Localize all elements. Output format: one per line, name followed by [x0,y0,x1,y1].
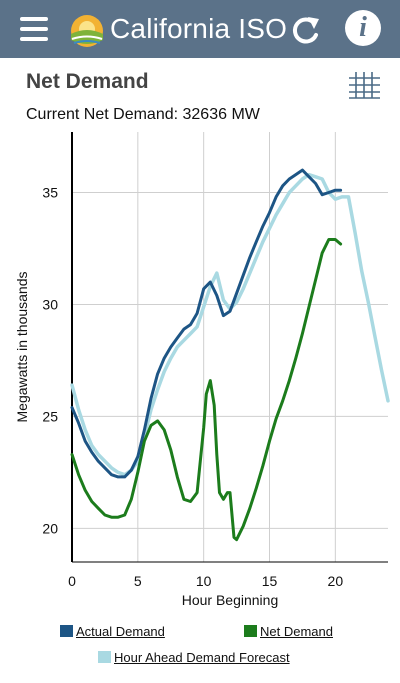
app-header: California ISO i [0,0,400,58]
legend-forecast-label: Hour Ahead Demand Forecast [114,650,290,665]
legend-net-demand[interactable]: Net Demand [244,624,333,639]
refresh-icon[interactable] [288,14,324,46]
grid-table-icon[interactable] [346,70,382,100]
page-title: Net Demand [26,70,149,93]
hamburger-menu-icon[interactable] [20,16,48,42]
legend-hour-ahead-forecast[interactable]: Hour Ahead Demand Forecast [98,650,290,665]
legend-net-swatch [244,625,257,637]
hour-ahead-forecast-line [70,172,390,477]
legend-forecast-swatch [98,651,111,663]
legend-actual-demand[interactable]: Actual Demand [60,624,165,639]
legend-actual-swatch [60,625,73,637]
x-tick-label: 5 [134,573,142,589]
net-demand-chart: 20 25 30 35 0 5 10 15 20 Hour Beginning Megawatts … [14,132,390,608]
actual-demand-line [70,168,343,479]
y-tick-label: 25 [42,408,58,424]
x-axis-title: Hour Beginning [182,592,279,608]
y-tick-label: 35 [42,184,58,200]
x-tick-label: 0 [68,573,76,589]
current-net-demand-text: Current Net Demand: 32636 MW [26,106,260,123]
app-title: California ISO [110,13,288,44]
x-tick-label: 20 [328,573,344,589]
info-icon[interactable]: i [345,10,381,46]
y-axis-title: Megawatts in thousands [14,272,30,423]
y-tick-label: 20 [42,520,58,536]
net-demand-line [70,238,343,542]
x-tick-label: 15 [262,573,278,589]
x-tick-label: 10 [196,573,212,589]
california-iso-sun-logo [71,15,103,47]
y-tick-label: 30 [42,296,58,312]
legend-actual-label: Actual Demand [76,624,165,639]
legend-net-label: Net Demand [260,624,333,639]
